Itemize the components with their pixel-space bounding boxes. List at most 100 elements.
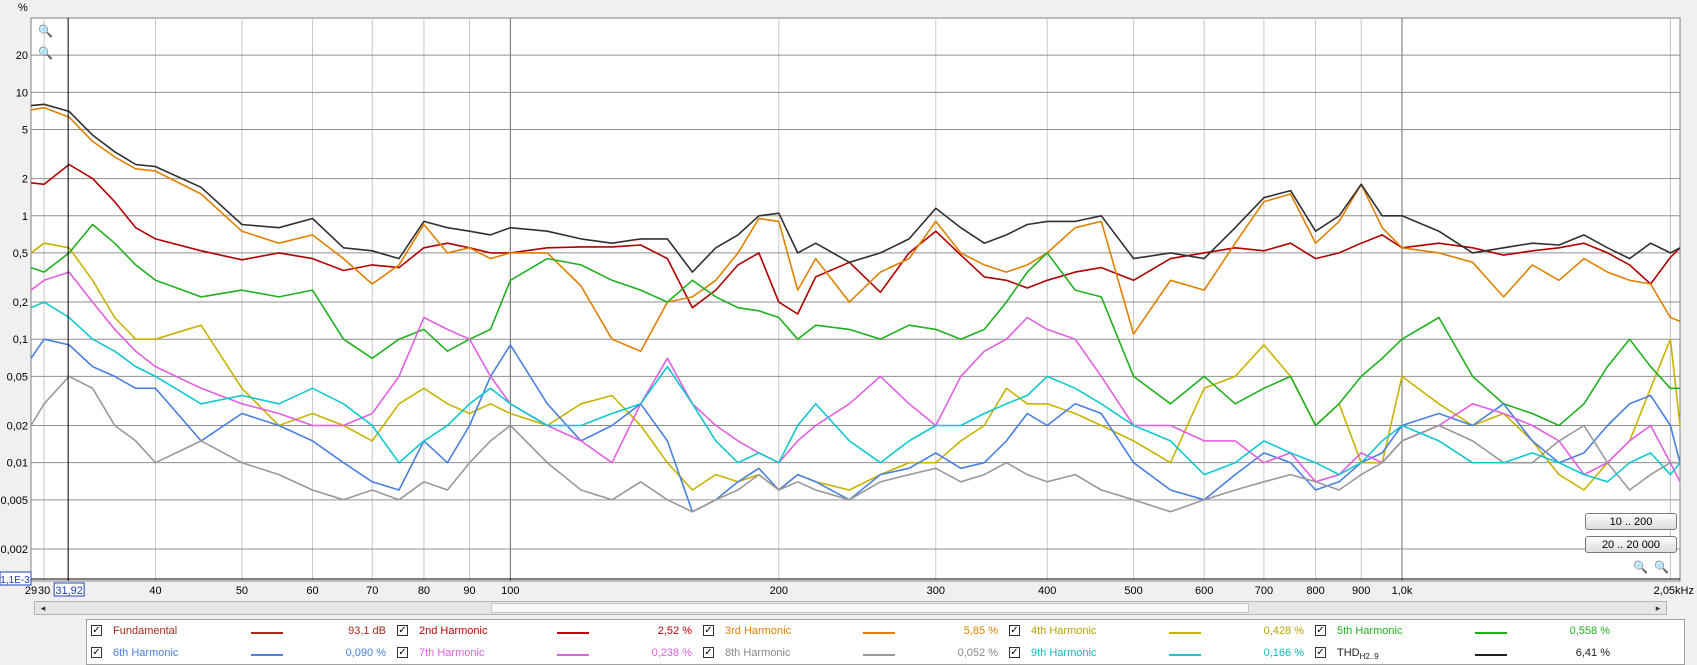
legend-value: 6,41 % xyxy=(1575,647,1610,659)
checkbox-5th-harmonic[interactable]: ✓ xyxy=(1315,625,1326,636)
y-tick-label: 1 xyxy=(22,211,28,223)
series-thd xyxy=(30,103,1681,273)
thd-chart[interactable]: 20 10 5 2 1 0,5 0,2 0,1 0,05 0,02 0,01 0,005 0,002 29… xyxy=(0,0,1697,600)
legend-value: 0,090 % xyxy=(345,647,386,659)
legend-swatch xyxy=(251,632,283,634)
x-tick-label: 400 xyxy=(1038,585,1056,597)
checkbox-6th-harmonic[interactable]: ✓ xyxy=(91,647,102,658)
y-tick-label: 5 xyxy=(22,124,28,136)
legend-label: 9th Harmonic xyxy=(1031,647,1097,659)
x-tick-label: 2,05kHz xyxy=(1654,585,1694,597)
legend-swatch xyxy=(863,654,895,656)
x-tick-label: 900 xyxy=(1352,585,1370,597)
checkbox-fundamental[interactable]: ✓ xyxy=(91,625,102,636)
checkbox-7th-harmonic[interactable]: ✓ xyxy=(397,647,408,658)
checkbox-3rd-harmonic[interactable]: ✓ xyxy=(703,625,714,636)
y-tick-label: 20 xyxy=(16,50,28,62)
legend-label: Fundamental xyxy=(113,625,178,637)
x-tick-label: 90 xyxy=(463,585,475,597)
zoom-in-icon[interactable]: 🔍 xyxy=(38,24,53,38)
legend-label: 2nd Harmonic xyxy=(419,625,488,637)
legend-label: 3rd Harmonic xyxy=(725,625,792,637)
x-tick-label: 700 xyxy=(1255,585,1273,597)
y-unit-label: % xyxy=(18,2,28,14)
x-scrollbar[interactable]: ◂ ▸ xyxy=(34,601,1667,615)
checkbox-4th-harmonic[interactable]: ✓ xyxy=(1009,625,1020,636)
legend-value: 0,166 % xyxy=(1263,647,1304,659)
x-zoom-in-icon[interactable]: 🔍 xyxy=(1654,560,1669,574)
legend-item-4th-harmonic[interactable]: ✓ 4th Harmonic 0,428 % xyxy=(1009,622,1309,642)
checkbox-9th-harmonic[interactable]: ✓ xyxy=(1009,647,1020,658)
legend-item-9th-harmonic[interactable]: ✓ 9th Harmonic 0,166 % xyxy=(1009,644,1309,664)
y-tick-label: 2 xyxy=(22,174,28,186)
y-tick-label: 0,02 xyxy=(7,421,28,433)
y-tick-label: 0,005 xyxy=(0,495,28,507)
legend-label: 8th Harmonic xyxy=(725,647,791,659)
thd-label: THD xyxy=(1337,647,1360,659)
series-9th-harmonic xyxy=(30,301,1681,483)
scroll-left-icon[interactable]: ◂ xyxy=(40,603,46,613)
range-10-200-button[interactable]: 10 .. 200 xyxy=(1585,513,1677,530)
legend-item-2nd-harmonic[interactable]: ✓ 2nd Harmonic 2,52 % xyxy=(397,622,697,642)
x-tick-label: 1,0k xyxy=(1392,585,1413,597)
legend-label: 6th Harmonic xyxy=(113,647,179,659)
x-tick-label: 50 xyxy=(236,585,248,597)
legend-label: 7th Harmonic xyxy=(419,647,485,659)
series-5th-harmonic xyxy=(30,223,1680,427)
legend-label: 5th Harmonic xyxy=(1337,625,1403,637)
x-tick-label: 200 xyxy=(770,585,788,597)
legend-swatch xyxy=(1475,654,1507,656)
checkbox-2nd-harmonic[interactable]: ✓ xyxy=(397,625,408,636)
legend-item-thd[interactable]: ✓ THDH2..9 6,41 % xyxy=(1315,644,1615,664)
series-3rd-harmonic xyxy=(30,106,1681,353)
legend-value: 2,52 % xyxy=(657,625,692,637)
y-cursor-label: 1,1E-3 xyxy=(0,575,30,586)
checkbox-thd[interactable]: ✓ xyxy=(1315,647,1326,658)
legend-label: THDH2..9 xyxy=(1337,647,1379,661)
legend-value: 0,238 % xyxy=(651,647,692,659)
x-tick-label: 70 xyxy=(366,585,378,597)
x-tick-label: 100 xyxy=(501,585,519,597)
series-4th-harmonic xyxy=(30,242,1681,491)
checkbox-8th-harmonic[interactable]: ✓ xyxy=(703,647,714,658)
legend-value: 5,85 % xyxy=(963,625,998,637)
legend-swatch xyxy=(1169,654,1201,656)
y-tick-label: 0,2 xyxy=(13,297,28,309)
legend-swatch xyxy=(1475,632,1507,634)
y-tick-label: 0,1 xyxy=(13,334,28,346)
x-tick-label: 60 xyxy=(306,585,318,597)
legend-item-fundamental[interactable]: ✓ Fundamental 93,1 dB xyxy=(91,622,391,642)
legend-swatch xyxy=(1169,632,1201,634)
legend-swatch xyxy=(863,632,895,634)
legend-item-3rd-harmonic[interactable]: ✓ 3rd Harmonic 5,85 % xyxy=(703,622,1003,642)
legend-item-5th-harmonic[interactable]: ✓ 5th Harmonic 0,558 % xyxy=(1315,622,1615,642)
x-tick-label: 80 xyxy=(418,585,430,597)
x-cursor-box xyxy=(53,582,85,597)
y-tick-label: 0,01 xyxy=(7,458,28,470)
legend-swatch xyxy=(557,632,589,634)
y-tick-label: 10 xyxy=(16,87,28,99)
legend-value: 0,052 % xyxy=(957,647,998,659)
legend-item-8th-harmonic[interactable]: ✓ 8th Harmonic 0,052 % xyxy=(703,644,1003,664)
y-cursor-box xyxy=(0,571,32,586)
series-2nd-harmonic xyxy=(30,163,1681,315)
legend-value: 0,558 % xyxy=(1569,625,1610,637)
range-20-20000-button[interactable]: 20 .. 20 000 xyxy=(1585,536,1677,553)
x-tick-label: 29 xyxy=(25,585,37,597)
legend-value: 93,1 dB xyxy=(348,625,386,637)
legend-swatch xyxy=(557,654,589,656)
x-tick-label: 600 xyxy=(1195,585,1213,597)
zoom-out-icon[interactable]: 🔍 xyxy=(38,46,53,60)
y-tick-label: 0,05 xyxy=(7,371,28,383)
legend-value: 0,428 % xyxy=(1263,625,1304,637)
y-tick-label: 0,002 xyxy=(0,544,28,556)
scroll-right-icon[interactable]: ▸ xyxy=(1655,603,1661,613)
legend-item-6th-harmonic[interactable]: ✓ 6th Harmonic 0,090 % xyxy=(91,644,391,664)
legend-label: 4th Harmonic xyxy=(1031,625,1097,637)
x-cursor-label: 31,92 xyxy=(55,585,83,597)
scrollbar-thumb[interactable] xyxy=(491,603,1249,613)
legend-panel: ✓ Fundamental 93,1 dB ✓ 2nd Harmonic 2,5… xyxy=(86,619,1685,665)
x-tick-label: 300 xyxy=(927,585,945,597)
x-zoom-out-icon[interactable]: 🔍 xyxy=(1633,560,1648,574)
legend-item-7th-harmonic[interactable]: ✓ 7th Harmonic 0,238 % xyxy=(397,644,697,664)
